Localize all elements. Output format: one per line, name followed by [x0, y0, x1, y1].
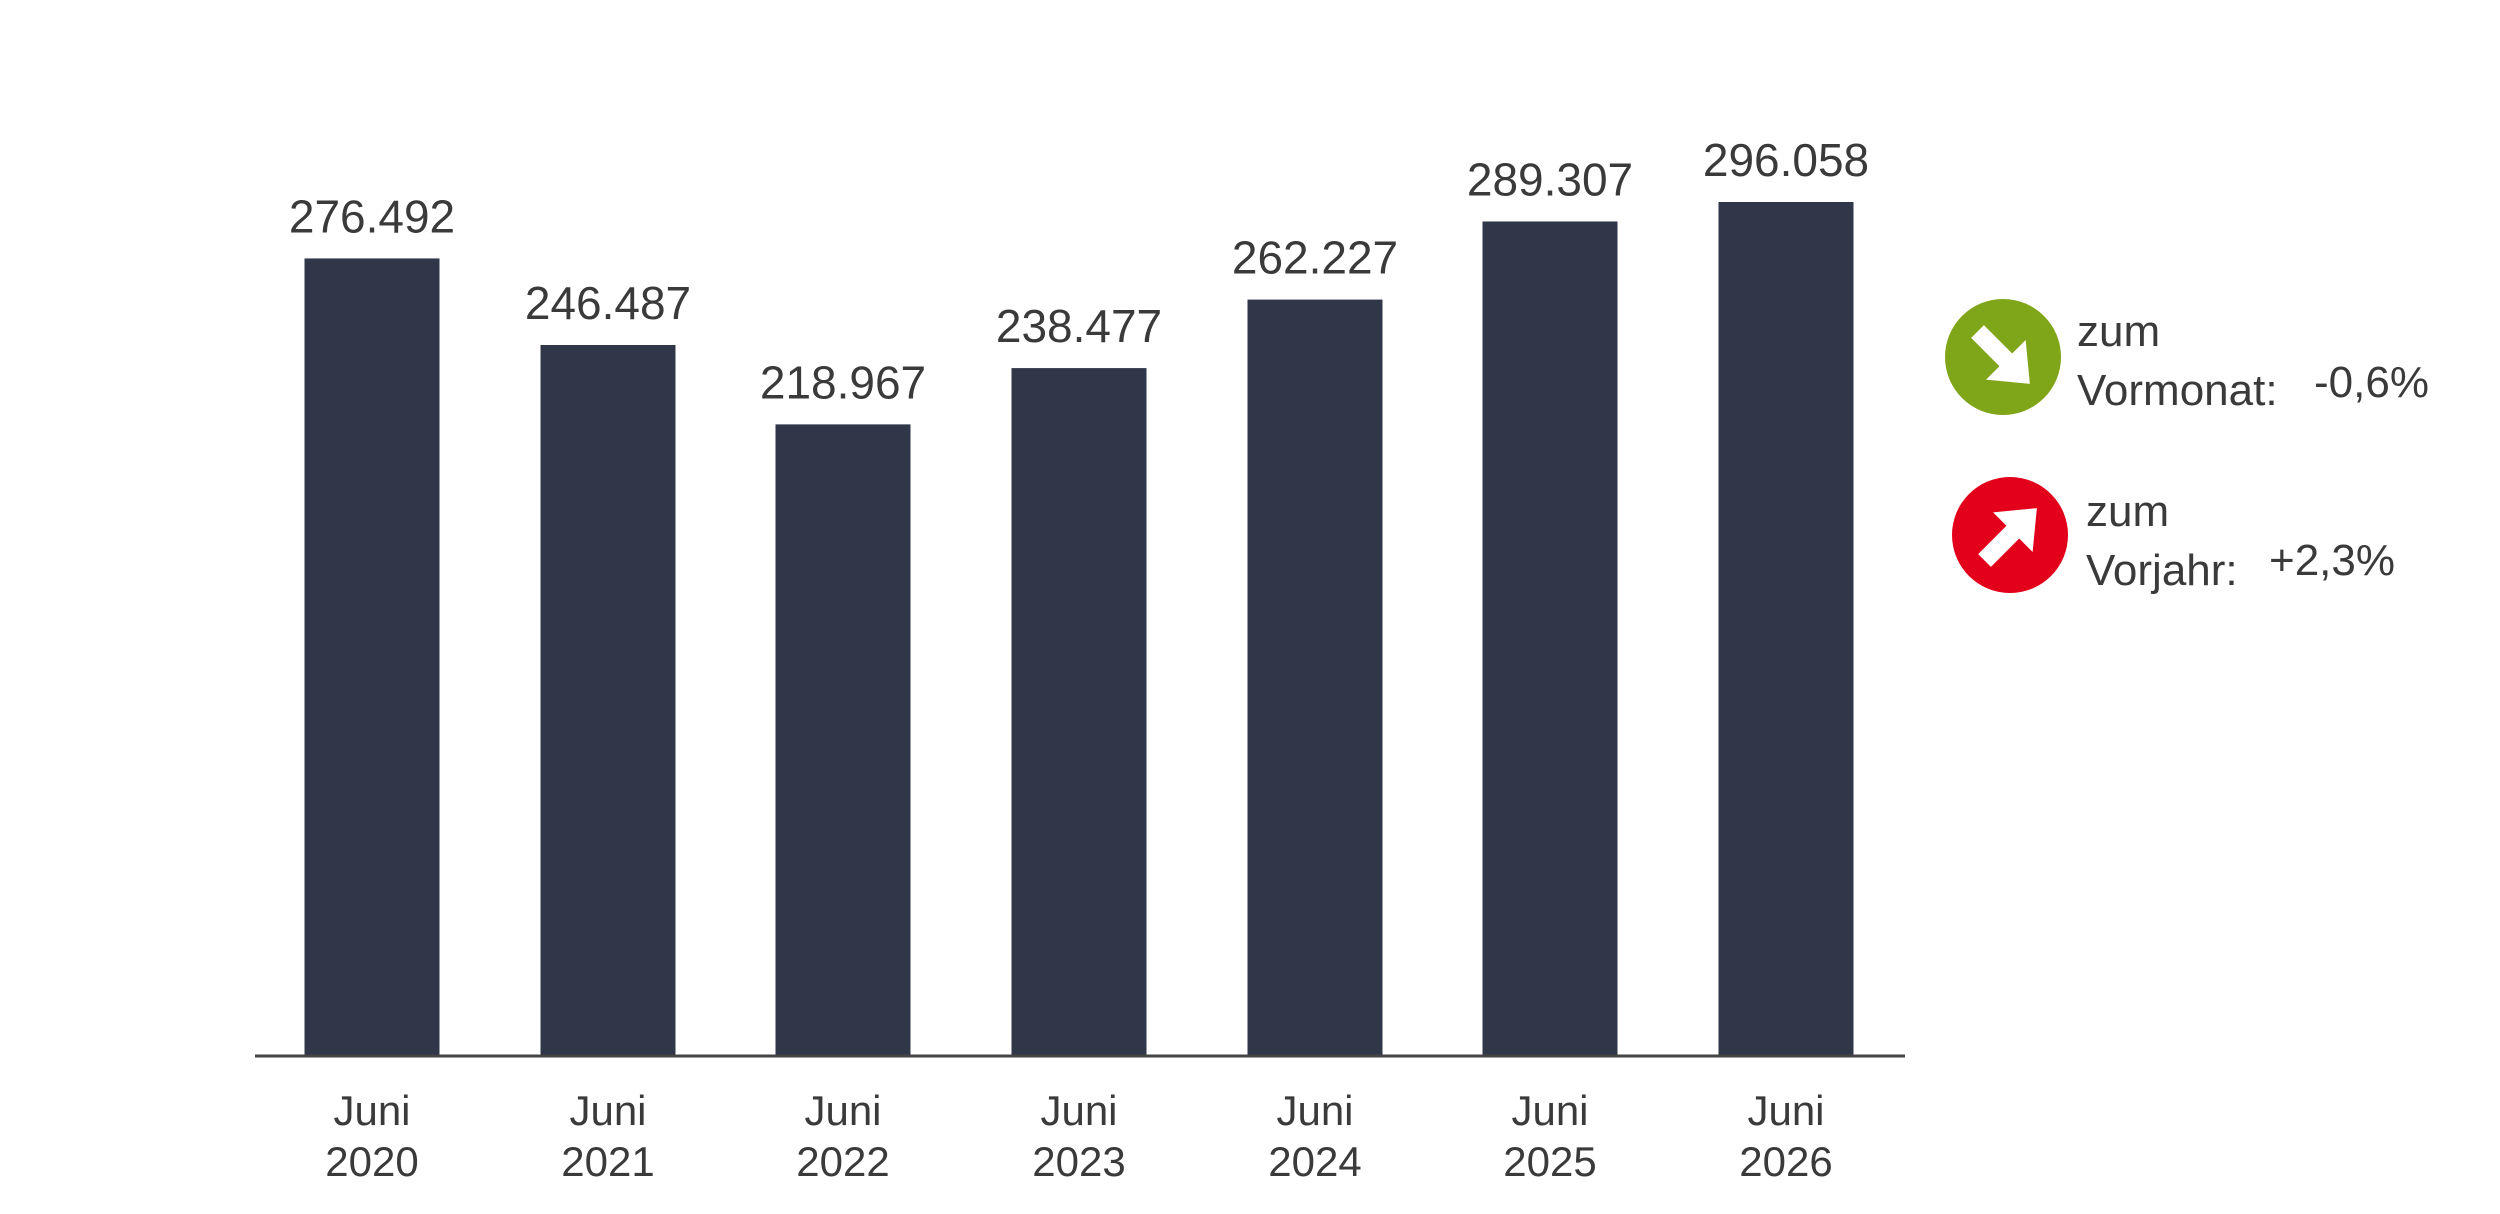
data-label-2020: 276.492: [289, 190, 455, 242]
indicator-vorjahr: zum Vorjahr: +2,3%: [1952, 477, 2395, 595]
indicator-vormonat-line1: zum: [2077, 307, 2160, 356]
indicator-vormonat-value: -0,6%: [2314, 358, 2429, 407]
indicator-vormonat: zum Vormonat: -0,6%: [1945, 299, 2429, 415]
x-tick-label-year: 2025: [1503, 1138, 1596, 1185]
bars-layer: [304, 202, 1854, 1057]
bar-2022: [775, 424, 911, 1056]
data-label-2023: 238.477: [996, 300, 1162, 352]
indicator-vorjahr-line1: zum: [2086, 487, 2169, 536]
indicator-vorjahr-line2: Vorjahr:: [2086, 546, 2238, 595]
indicator-vormonat-line2: Vormonat:: [2077, 366, 2278, 415]
x-tick-label-month: Juni: [1747, 1087, 1824, 1134]
data-label-2026: 296.058: [1703, 134, 1869, 186]
bar-2021: [540, 344, 676, 1056]
bar-2020: [304, 258, 440, 1057]
x-tick-label-month: Juni: [333, 1087, 410, 1134]
arrow-down-right-icon: [1971, 325, 2030, 384]
bar-2024: [1247, 299, 1383, 1056]
data-label-2024: 262.227: [1232, 232, 1398, 284]
x-tick-label-year: 2024: [1268, 1138, 1361, 1185]
bar-2025: [1482, 221, 1618, 1056]
x-tick-label-year: 2020: [325, 1138, 418, 1185]
arrow-up-right-icon: [1978, 508, 2037, 567]
x-tick-label-month: Juni: [1276, 1087, 1353, 1134]
data-label-2021: 246.487: [525, 277, 691, 329]
x-tick-label-month: Juni: [1511, 1087, 1588, 1134]
x-tick-label-year: 2026: [1739, 1138, 1832, 1185]
bar-2023: [1011, 368, 1147, 1056]
indicator-vorjahr-value: +2,3%: [2269, 536, 2395, 585]
data-label-2022: 218.967: [760, 356, 926, 408]
x-tick-label-month: Juni: [569, 1087, 646, 1134]
bar-2026: [1718, 202, 1854, 1056]
x-tick-label-month: Juni: [804, 1087, 881, 1134]
data-label-2025: 289.307: [1467, 153, 1633, 205]
x-tick-label-year: 2021: [561, 1138, 654, 1185]
x-tick-label-month: Juni: [1040, 1087, 1117, 1134]
data-labels-layer: 276.492 246.487 218.967 238.477 262.227 289.3…: [289, 134, 1869, 408]
x-tick-label-year: 2022: [796, 1138, 889, 1185]
x-tick-label-year: 2023: [1032, 1138, 1125, 1185]
x-tick-labels-layer: Juni2020Juni2021Juni2022Juni2023Juni2024…: [325, 1087, 1832, 1185]
